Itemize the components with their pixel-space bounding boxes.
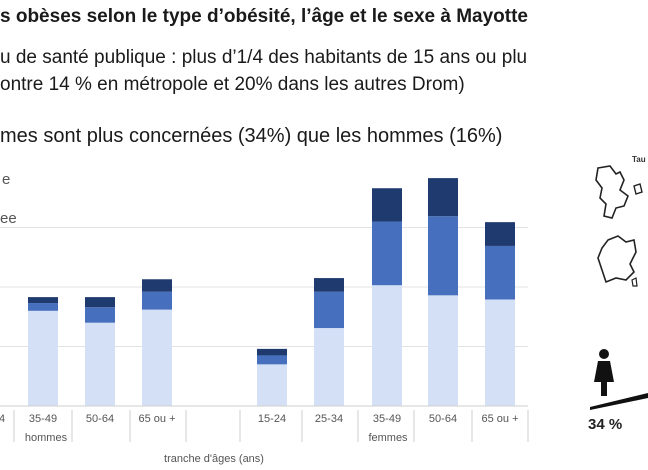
group-label-hommes: hommes <box>25 432 68 444</box>
bar-segment <box>85 322 115 406</box>
bar-segment <box>485 245 515 300</box>
x-tick-label: 65 ou + <box>481 413 518 425</box>
bar-segment <box>257 364 287 406</box>
bar-segment <box>257 348 287 356</box>
x-tick-label: 25-34 <box>315 413 343 425</box>
woman-icon <box>594 349 614 396</box>
bar-segment <box>257 355 287 365</box>
bar-segment <box>85 307 115 323</box>
bar-segment <box>314 291 344 329</box>
x-tick-label: 50-64 <box>429 413 457 425</box>
slide-title: s obèses selon le type d’obésité, l’âge … <box>0 6 528 27</box>
bar-segment <box>485 222 515 246</box>
x-tick-label: 15-24 <box>258 413 286 425</box>
bar-segment <box>428 216 458 296</box>
bar-segment <box>142 309 172 406</box>
bar-segment <box>372 285 402 406</box>
x-tick-label: 35-49 <box>373 413 401 425</box>
france-map-icon <box>597 235 638 287</box>
bar-segment <box>28 310 58 406</box>
subtitle-line-1: u de santé publique : plus d’1/4 des hab… <box>0 47 528 68</box>
bar-segment <box>142 279 172 292</box>
bar-segment <box>85 297 115 308</box>
y-tick-label: e <box>2 171 10 188</box>
bar-segment <box>485 299 515 406</box>
side-pictograms <box>590 165 648 410</box>
subtitle-line-2: ontre 14 % en métropole et 20% dans les … <box>0 74 465 95</box>
bar-segment <box>372 188 402 222</box>
bar-segment <box>314 278 344 292</box>
female-obesity-stat: 34 % <box>588 416 623 433</box>
bar-segment <box>28 297 58 304</box>
subtitle-line-3: mes sont plus concernées (34%) que les h… <box>0 125 503 147</box>
side-corner-label: Tau <box>632 155 646 164</box>
bar-segment <box>28 303 58 311</box>
scale-bar-icon <box>590 393 648 410</box>
x-tick-label: 35-49 <box>29 413 57 425</box>
group-label-femmes: femmes <box>368 432 408 444</box>
bar-segment <box>142 291 172 310</box>
x-axis-title: tranche d'âges (ans) <box>164 453 264 465</box>
bar-segment <box>428 178 458 217</box>
mayotte-map-icon <box>595 165 643 219</box>
x-tick-label: 50-64 <box>86 413 114 425</box>
y-tick-label: ee <box>0 210 17 227</box>
x-tick-label: 4 <box>0 413 5 425</box>
x-tick-label: 65 ou + <box>138 413 175 425</box>
bar-segment <box>314 328 344 406</box>
bar-segment <box>428 295 458 406</box>
bar-segment <box>372 221 402 286</box>
